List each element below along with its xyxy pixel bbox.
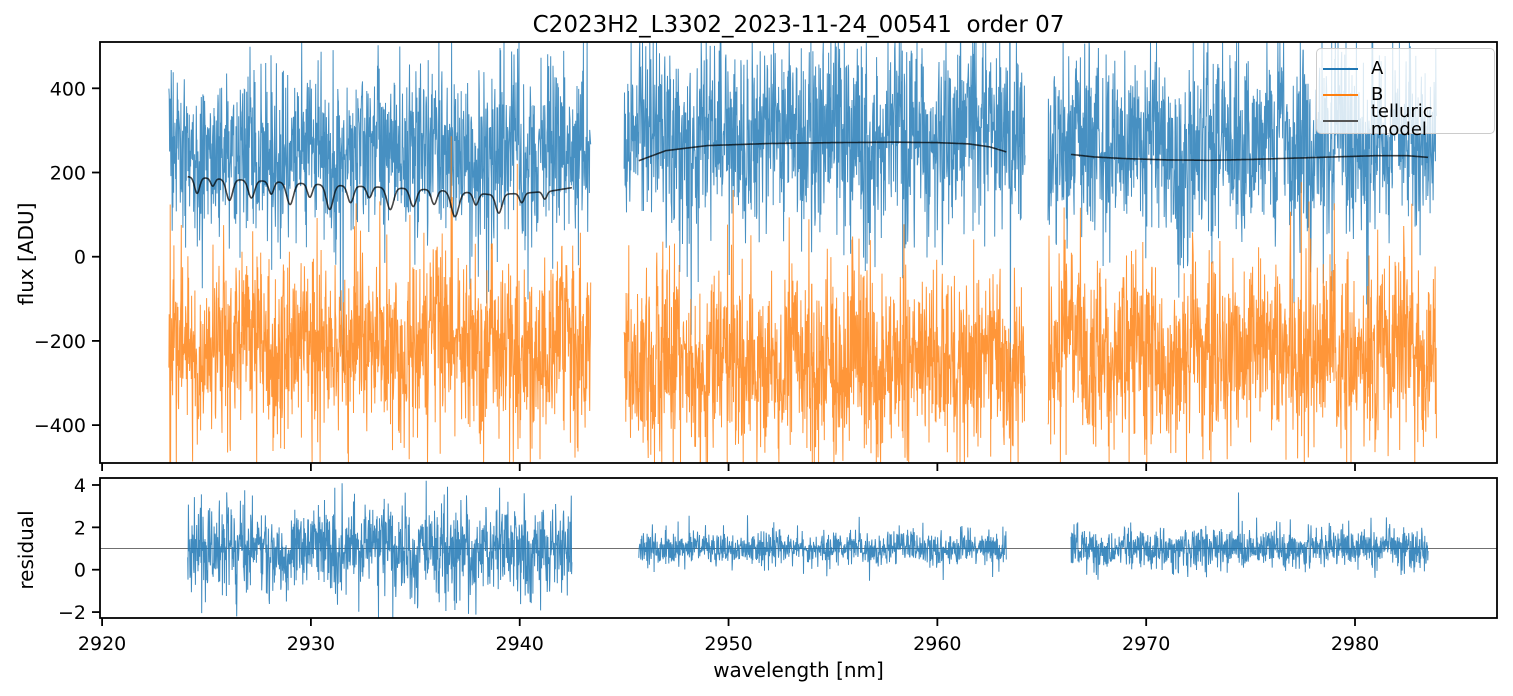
residual-panel-frame — [99, 477, 1498, 619]
telluric-model-segment-2 — [638, 141, 1007, 162]
y-tick-label: −2 — [58, 602, 86, 624]
y-tick-label: −400 — [34, 415, 86, 437]
residual-y-axis-label: residual — [14, 510, 38, 590]
y-tick-label: 200 — [50, 163, 86, 185]
legend-item-telluric-model: telluric model — [1317, 103, 1494, 139]
legend-label-telluric-model: telluric model — [1370, 101, 1433, 140]
residual-segment-2 — [638, 515, 1007, 581]
chart-title: C2023H2_L3302_2023-11-24_00541 order 07 — [532, 12, 1065, 38]
y-tick-label: −200 — [34, 331, 86, 353]
x-tick-label: 2950 — [704, 633, 752, 655]
residual-segment-1 — [187, 480, 573, 619]
telluric-model-segment-3 — [1070, 153, 1429, 162]
residual-segment-3 — [1070, 492, 1429, 580]
x-tick-label: 2940 — [496, 633, 544, 655]
legend-item-b: B — [1317, 82, 1494, 108]
x-axis-label: wavelength [nm] — [713, 658, 884, 682]
series-b-segment-1 — [168, 136, 592, 464]
telluric-model-segment-1 — [187, 175, 572, 218]
legend: A B telluric model — [1316, 48, 1495, 139]
series-b-line-icon — [1323, 94, 1358, 96]
flux-panel-frame — [99, 41, 1498, 464]
x-tick-label: 2960 — [913, 633, 961, 655]
flux-y-axis-label: flux [ADU] — [14, 202, 38, 306]
series-a-line-icon — [1323, 68, 1358, 70]
x-tick-label: 2970 — [1122, 633, 1170, 655]
series-b-segment-2 — [623, 189, 1026, 464]
legend-label-b: B — [1371, 84, 1384, 105]
series-b-segment-3 — [1047, 182, 1437, 464]
y-tick-label: 2 — [74, 517, 86, 539]
series-a-segment-3 — [1047, 41, 1437, 319]
legend-item-a: A — [1317, 56, 1494, 82]
y-tick-label: 0 — [74, 560, 86, 582]
y-tick-label: 4 — [74, 475, 86, 497]
y-tick-label: 400 — [50, 78, 86, 100]
series-a-segment-2 — [623, 41, 1026, 372]
telluric-model-line-icon — [1323, 120, 1358, 122]
x-tick-label: 2930 — [287, 633, 335, 655]
legend-label-a: A — [1371, 58, 1384, 79]
series-a-segment-1 — [168, 41, 592, 371]
y-tick-label: 0 — [74, 247, 86, 269]
x-tick-label: 2920 — [78, 633, 126, 655]
x-tick-label: 2980 — [1331, 633, 1379, 655]
